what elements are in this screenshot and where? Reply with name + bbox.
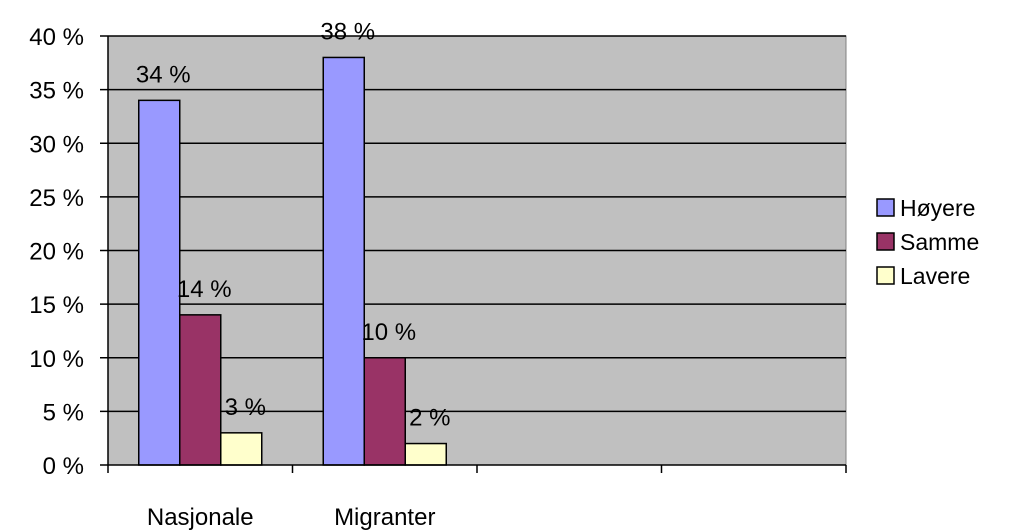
y-tick-label: 5 % (43, 399, 84, 426)
y-tick-label: 20 % (29, 239, 84, 266)
legend-swatch (876, 266, 895, 285)
bar (404, 442, 447, 466)
legend-label: Samme (900, 229, 979, 255)
y-tick-label: 0 % (43, 453, 84, 480)
legend-label: Høyere (900, 195, 975, 221)
y-tick-label: 35 % (29, 78, 84, 105)
x-axis-category-labels: Nasjonale Migranter (147, 504, 436, 531)
data-label: 14 % (177, 276, 232, 303)
data-label: 34 % (136, 61, 191, 88)
y-tick-label: 25 % (29, 185, 84, 212)
data-label: 10 % (361, 319, 416, 346)
x-category-label: Migranter (334, 504, 435, 531)
x-category-label: Nasjonale (147, 504, 254, 531)
data-label: 2 % (409, 405, 450, 432)
y-tick-label: 40 % (29, 24, 84, 51)
data-label: 38 % (320, 18, 375, 45)
y-tick-label: 30 % (29, 131, 84, 158)
bars (138, 56, 447, 466)
bar (363, 357, 406, 466)
legend-swatch (876, 198, 895, 217)
legend: Høyere Samme Lavere (876, 195, 979, 289)
data-label: 3 % (225, 394, 266, 421)
bar (322, 56, 365, 466)
bar (138, 99, 181, 466)
gridlines (108, 35, 846, 413)
bar (220, 432, 263, 466)
y-tick-label: 15 % (29, 292, 84, 319)
axes (100, 35, 847, 473)
y-tick-label: 10 % (29, 346, 84, 373)
legend-label: Lavere (900, 263, 970, 289)
legend-swatch (876, 232, 895, 251)
y-axis-tick-labels: 0 % 5 % 10 % 15 % 20 % 25 % 30 % 35 % 40 % (29, 24, 84, 480)
bar (179, 314, 222, 466)
data-labels: 34 % 14 % 3 % 38 % 10 % 2 % (136, 18, 451, 431)
